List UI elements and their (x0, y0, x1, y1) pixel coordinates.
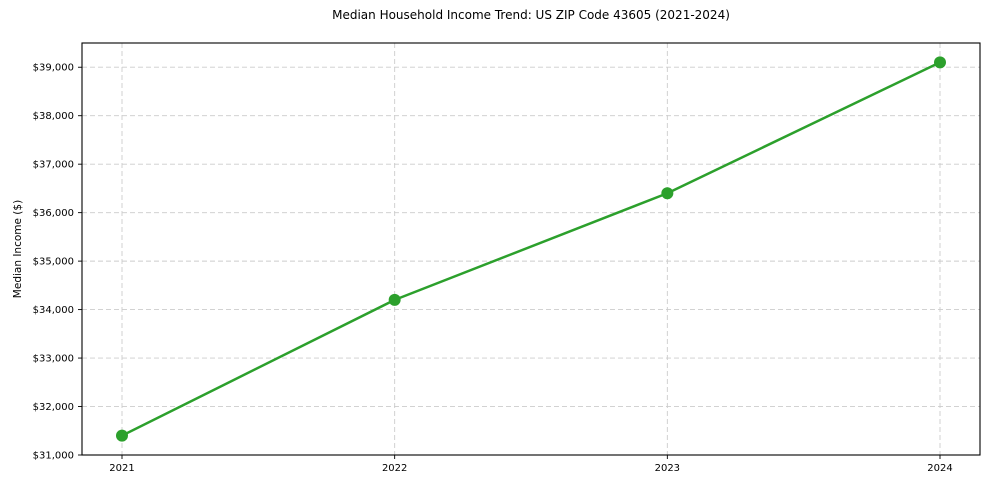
plot-border (81, 42, 981, 456)
y-tick-label: $31,000 (33, 451, 74, 462)
x-tick-label: 2022 (382, 463, 407, 474)
y-tick-label: $36,000 (33, 208, 74, 219)
y-tick-label: $32,000 (33, 402, 74, 413)
y-tick-label: $35,000 (33, 257, 74, 268)
data-point (934, 56, 946, 69)
y-tick-label: $39,000 (33, 63, 74, 74)
y-tick-label: $33,000 (33, 354, 74, 365)
data-point (116, 429, 128, 442)
data-point (661, 187, 674, 200)
y-tick-label: $34,000 (33, 305, 74, 316)
y-axis-label: Median Income ($) (12, 199, 24, 299)
y-tick-label: $38,000 (33, 111, 74, 122)
data-point (388, 293, 401, 306)
x-tick-label: 2023 (655, 463, 680, 474)
x-tick-label: 2021 (109, 463, 134, 474)
x-tick-label: 2024 (927, 463, 952, 474)
y-tick-label: $37,000 (33, 160, 74, 171)
trend-line (120, 61, 942, 437)
chart-title: Median Household Income Trend: US ZIP Co… (332, 8, 730, 22)
